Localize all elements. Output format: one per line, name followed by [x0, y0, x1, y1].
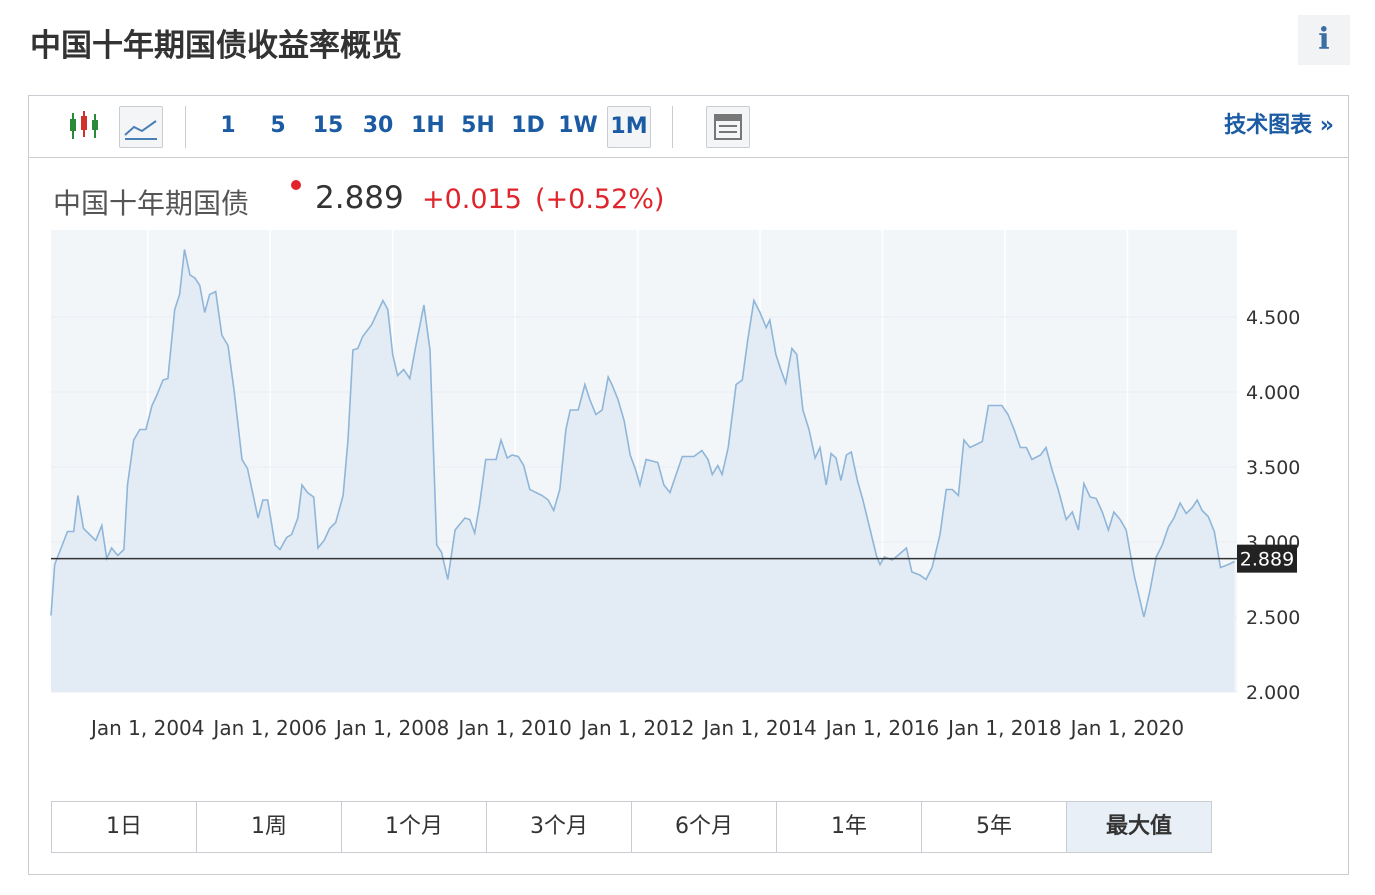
chart-panel: 1 5 15 30 1H 5H 1D 1W 1M 技术图表 » 中国十年期国债 …: [28, 95, 1349, 875]
interval-button[interactable]: 1M: [607, 106, 651, 148]
last-value-label: 2.889: [1240, 549, 1294, 571]
price-change: +0.015: [422, 184, 522, 215]
price-change-percent: (+0.52%): [535, 184, 665, 215]
instrument-name: 中国十年期国债: [53, 187, 250, 220]
y-tick-label: 2.500: [1246, 607, 1300, 629]
range-button[interactable]: 3个月: [486, 802, 631, 852]
interval-button[interactable]: 30: [362, 113, 394, 138]
separator: [185, 106, 186, 148]
range-button[interactable]: 1日: [106, 814, 142, 839]
interval-button[interactable]: 1H: [411, 113, 445, 138]
range-selector: 1日 1周 1个月 3个月 6个月 1年 5年 最大值: [51, 801, 1212, 853]
interval-button[interactable]: 1D: [511, 113, 545, 138]
x-tick-label: Jan 1, 2004: [89, 716, 205, 740]
range-button[interactable]: 1周: [196, 802, 341, 852]
toolbar: 1 5 15 30 1H 5H 1D 1W 1M 技术图表 »: [29, 96, 1348, 158]
separator: [672, 106, 673, 148]
x-tick-label: Jan 1, 2018: [946, 716, 1062, 740]
range-button[interactable]: 1个月: [341, 802, 486, 852]
chart: Jan 1, 2004 Jan 1, 2006 Jan 1, 2008 Jan 1, …: [50, 230, 1300, 740]
line-chart-button[interactable]: [119, 106, 163, 148]
x-tick-label: Jan 1, 2012: [579, 716, 695, 740]
y-tick-label: 3.500: [1246, 457, 1300, 479]
x-tick-label: Jan 1, 2006: [211, 716, 327, 740]
x-tick-label: Jan 1, 2008: [334, 716, 450, 740]
candlestick-icon[interactable]: [67, 110, 103, 142]
x-tick-label: Jan 1, 2016: [824, 716, 940, 740]
line: [50, 249, 1235, 618]
x-tick-label: Jan 1, 2014: [701, 716, 817, 740]
interval-button[interactable]: 1: [220, 113, 236, 138]
interval-button[interactable]: 15: [312, 113, 344, 138]
table-icon: [714, 114, 742, 140]
area: [51, 249, 1235, 692]
y-tick-label: 2.000: [1246, 682, 1300, 704]
last-value-badge: [1237, 544, 1297, 573]
range-button[interactable]: 6个月: [631, 802, 776, 852]
x-tick-label: Jan 1, 2010: [456, 716, 572, 740]
technical-chart-link[interactable]: 技术图表 »: [1224, 113, 1334, 138]
y-tick-label: 4.000: [1246, 382, 1300, 404]
info-button[interactable]: i: [1298, 15, 1350, 65]
range-button[interactable]: 最大值: [1066, 802, 1211, 852]
last-price: 2.889: [315, 180, 404, 216]
range-button[interactable]: 5年: [921, 802, 1066, 852]
interval-button[interactable]: 1W: [558, 113, 598, 138]
interval-button[interactable]: 5H: [461, 113, 495, 138]
range-button[interactable]: 1年: [776, 802, 921, 852]
table-button[interactable]: [706, 106, 750, 148]
interval-button[interactable]: 5: [270, 113, 286, 138]
page-title: 中国十年期国债收益率概览: [30, 28, 402, 64]
y-tick-label: 4.500: [1246, 307, 1300, 329]
status-dot: [291, 180, 301, 190]
x-tick-label: Jan 1, 2020: [1069, 716, 1185, 740]
line-icon: [124, 120, 157, 140]
